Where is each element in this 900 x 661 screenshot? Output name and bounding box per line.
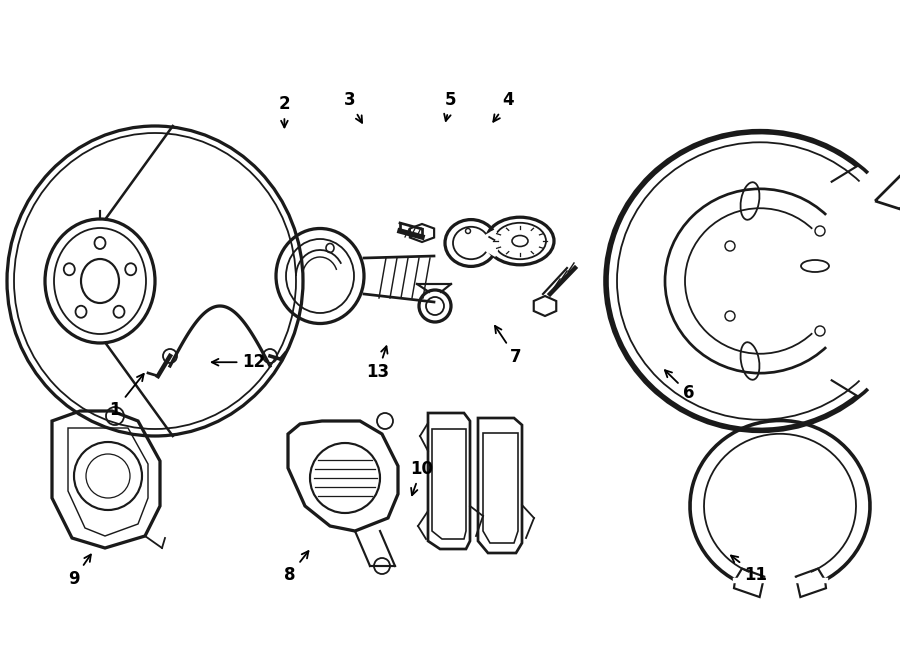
Text: 7: 7: [495, 326, 521, 366]
Text: 8: 8: [284, 551, 309, 584]
Text: 2: 2: [279, 95, 290, 128]
Ellipse shape: [605, 131, 900, 432]
Text: 13: 13: [366, 346, 390, 381]
Text: 1: 1: [110, 374, 144, 419]
Text: 10: 10: [410, 460, 433, 495]
Text: 3: 3: [344, 91, 362, 123]
Text: 6: 6: [665, 370, 694, 403]
Wedge shape: [760, 168, 900, 394]
Text: 5: 5: [445, 91, 456, 121]
Text: 11: 11: [731, 555, 768, 584]
Text: 12: 12: [212, 353, 266, 371]
Wedge shape: [471, 229, 499, 257]
Text: 9: 9: [68, 555, 91, 588]
Text: 4: 4: [493, 91, 514, 122]
